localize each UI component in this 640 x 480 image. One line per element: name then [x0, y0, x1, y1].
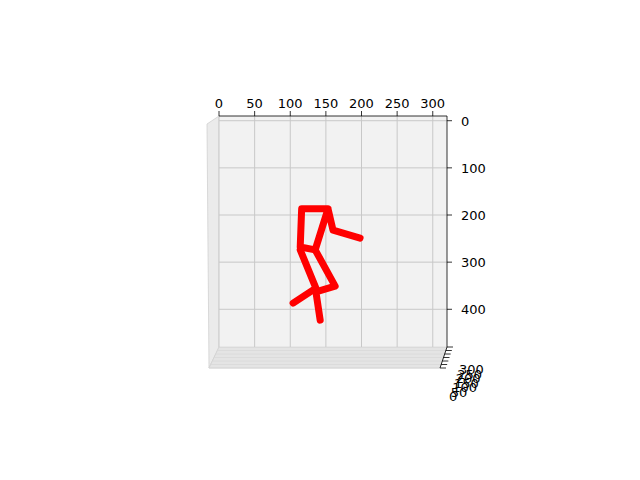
- x-tick-label: 50: [246, 96, 263, 111]
- x-grid: [432, 116, 433, 347]
- y-axis: [447, 116, 448, 347]
- y-tick-label: 200: [461, 208, 486, 223]
- z-grid: [214, 357, 444, 358]
- y-tick-label: 400: [461, 302, 486, 317]
- y-tick-label: 300: [461, 255, 486, 270]
- x-tick: [361, 111, 362, 116]
- y-grid: [219, 309, 447, 310]
- x-tick-label: 0: [215, 96, 223, 111]
- x-tick: [432, 111, 433, 116]
- z-tick: [442, 361, 448, 362]
- x-grid: [361, 116, 362, 347]
- z-grid: [219, 347, 447, 348]
- z-grid: [217, 350, 446, 351]
- y-tick: [447, 215, 452, 216]
- y-tick: [447, 167, 452, 168]
- x-grid: [397, 116, 398, 347]
- z-grid: [209, 368, 440, 369]
- z-grid: [212, 361, 442, 362]
- y-grid: [219, 120, 447, 121]
- y-tick: [447, 309, 452, 310]
- z-tick: [444, 357, 450, 358]
- z-tick: [447, 347, 453, 348]
- x-tick-label: 250: [385, 96, 410, 111]
- x-tick-label: 100: [278, 96, 303, 111]
- x-grid: [254, 116, 255, 347]
- z-tick-label: 300: [459, 362, 484, 377]
- chart: 0501001502002503000501001502002503000100…: [0, 0, 640, 480]
- plot-area: [293, 209, 360, 320]
- z-tick: [446, 350, 452, 351]
- x-tick: [254, 111, 255, 116]
- x-grid: [325, 116, 326, 347]
- z-tick: [440, 368, 446, 369]
- x-tick-label: 150: [313, 96, 338, 111]
- z-tick: [441, 364, 447, 365]
- x-tick: [290, 111, 291, 116]
- series-line: [300, 209, 360, 250]
- x-tick-label: 300: [420, 96, 445, 111]
- y-grid: [219, 167, 447, 168]
- z-axis: [440, 347, 447, 368]
- side-pane: [207, 116, 219, 368]
- y-tick-label: 100: [461, 161, 486, 176]
- z-grid: [216, 354, 445, 355]
- z-tick: [445, 354, 451, 355]
- series-line: [293, 250, 316, 303]
- y-tick: [447, 120, 452, 121]
- z-grid: [211, 364, 441, 365]
- y-tick-label: 0: [461, 114, 469, 129]
- x-tick: [219, 111, 220, 116]
- y-grid: [219, 262, 447, 263]
- x-grid: [219, 116, 220, 347]
- series-line: [315, 250, 335, 320]
- floor-pane: [209, 347, 447, 368]
- x-grid: [290, 116, 291, 347]
- x-tick-label: 200: [349, 96, 374, 111]
- back-pane: [219, 116, 447, 347]
- x-axis: [219, 116, 447, 117]
- x-tick: [325, 111, 326, 116]
- x-tick: [397, 111, 398, 116]
- y-tick: [447, 262, 452, 263]
